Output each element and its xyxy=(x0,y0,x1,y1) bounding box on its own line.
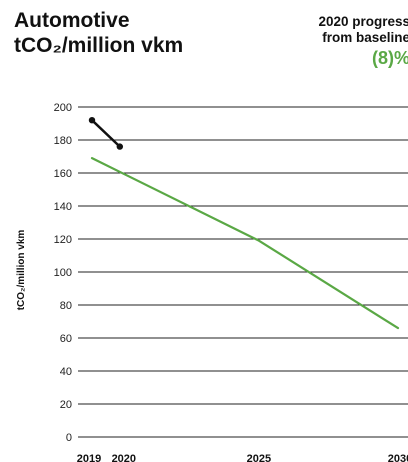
series-point-actual-2019 xyxy=(88,117,96,124)
series-line-actual xyxy=(90,118,122,148)
y-axis-label: tCO₂/million vkm xyxy=(16,230,27,311)
y-tick-label-0: 0 xyxy=(66,432,72,444)
y-tick-label-100: 100 xyxy=(54,267,72,279)
chart-title-line-1: Automotive xyxy=(14,9,130,32)
y-tick-label-140: 140 xyxy=(54,201,72,213)
y-axis-ticks: 0 20 40 60 80 100 120 140 160 180 200 xyxy=(54,102,72,444)
series-lines xyxy=(88,117,400,330)
x-tick-label-2030: 2030 xyxy=(388,453,408,462)
series-point-actual-2020 xyxy=(116,143,124,150)
y-tick-label-200: 200 xyxy=(54,102,72,114)
y-tick-label-160: 160 xyxy=(54,168,72,180)
x-tick-label-2020: 2020 xyxy=(112,453,136,462)
series-line-target xyxy=(90,157,400,330)
y-tick-label-80: 80 xyxy=(60,300,72,312)
progress-label-line-2: from baseline xyxy=(322,30,408,45)
chart-title: Automotive tCO₂/million vkm xyxy=(14,8,183,58)
x-tick-label-2025: 2025 xyxy=(247,453,271,462)
y-tick-label-120: 120 xyxy=(54,234,72,246)
y-tick-label-180: 180 xyxy=(54,135,72,147)
progress-label-line-1: 2020 progress xyxy=(318,14,408,29)
x-tick-label-2019: 2019 xyxy=(77,453,101,462)
progress-value: (8)% xyxy=(371,48,408,68)
gridlines xyxy=(78,106,408,438)
y-tick-label-20: 20 xyxy=(60,399,72,411)
y-tick-label-60: 60 xyxy=(60,333,72,345)
y-tick-label-40: 40 xyxy=(60,366,72,378)
progress-callout: 2020 progress from baseline (8)% xyxy=(318,14,408,69)
x-axis-ticks: 2019 2020 2025 2030 xyxy=(77,453,408,462)
chart-title-line-2: tCO₂/million vkm xyxy=(14,34,184,57)
